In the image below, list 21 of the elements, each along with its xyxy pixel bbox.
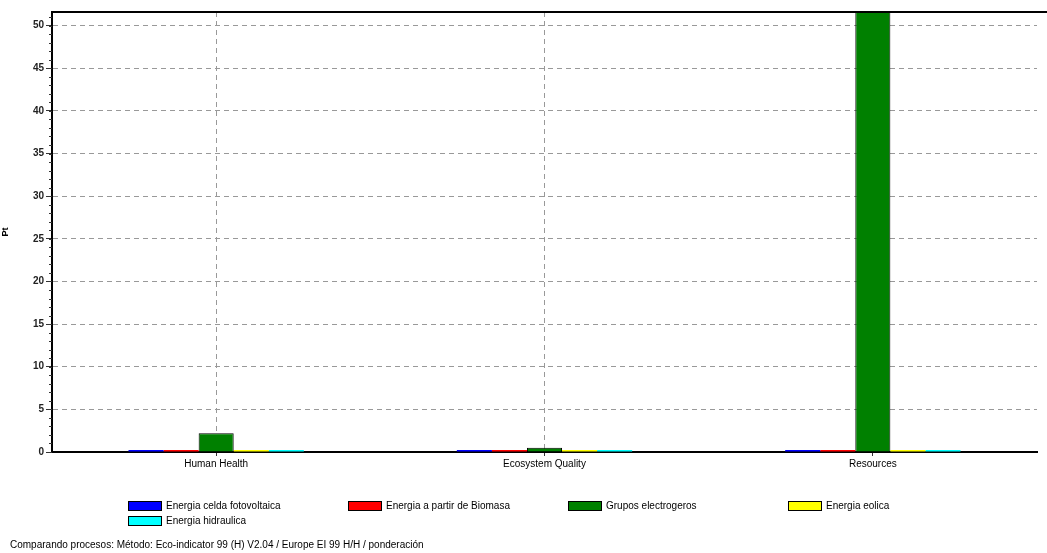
legend-label: Energia celda fotovoltaica — [166, 500, 281, 511]
y-tick-label: 35 — [32, 147, 45, 159]
y-tick-label: 25 — [32, 232, 45, 244]
x-tick-label: Resources — [848, 457, 897, 469]
x-tick-label: Human Health — [184, 457, 249, 469]
y-tick-label: 45 — [32, 62, 45, 74]
y-tick-label: 50 — [32, 19, 45, 31]
y-axis-title: Pt — [0, 227, 10, 237]
y-tick-label: 10 — [32, 360, 45, 372]
y-tick-label: 5 — [38, 403, 45, 415]
y-tick-label: 15 — [32, 317, 45, 329]
x-tick-label: Ecosystem Quality — [503, 457, 586, 469]
y-tick-label: 40 — [32, 104, 45, 116]
legend-label: Energia hidraulica — [166, 515, 247, 526]
y-tick-label: 30 — [32, 189, 45, 201]
text: Comparando procesos: Método: Eco-indicator 99 (H) V2.04 / Europe EI 99 H/H / ponderación — [10, 539, 424, 550]
y-tick-label: 20 — [32, 275, 45, 287]
legend-label: Energia eolica — [826, 500, 890, 511]
legend-label: Grupos electrogeros — [606, 500, 697, 511]
legend-label: Energia a partir de Biomasa — [386, 500, 510, 511]
y-tick-label: 0 — [38, 445, 45, 457]
